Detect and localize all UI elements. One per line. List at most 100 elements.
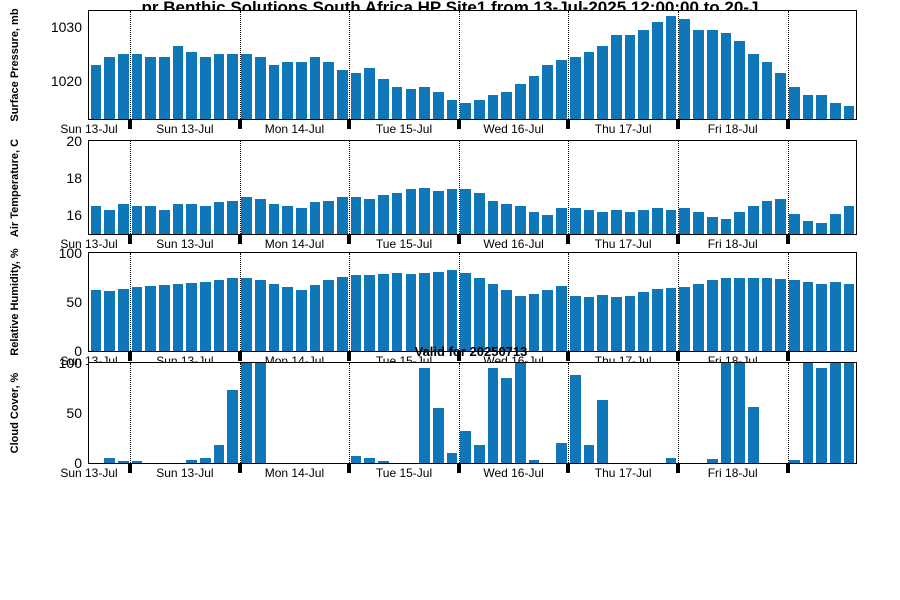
- bar: [830, 363, 841, 463]
- bar: [583, 297, 595, 351]
- bar: [556, 443, 567, 463]
- day-boundary-gridline: [458, 363, 460, 463]
- x-tick-label: Thu 17-Jul: [594, 122, 652, 136]
- x-tick-mark: [237, 120, 242, 129]
- y-tick-label: 18: [66, 170, 82, 187]
- bar: [501, 92, 513, 119]
- y-tick-label: 20: [66, 133, 82, 149]
- cloud-cover-panel: Cloud Cover, % 0 50 100 Sun 13-Jul Sun 13-Ju…: [9, 355, 857, 480]
- bar: [337, 70, 348, 119]
- bar: [391, 272, 403, 351]
- valid-date-annotation: Valid for 20250713: [414, 344, 528, 359]
- bar: [556, 286, 567, 351]
- bar: [652, 289, 663, 351]
- x-tick-label: Mon 14-Jul: [264, 466, 325, 480]
- bar: [830, 213, 841, 234]
- bar: [720, 32, 732, 119]
- bar: [501, 290, 513, 351]
- bar: [227, 200, 239, 234]
- bar: [186, 204, 198, 234]
- bar: [337, 196, 348, 234]
- bar: [542, 290, 554, 351]
- bar: [350, 196, 362, 234]
- bar: [843, 206, 855, 234]
- bar: [830, 102, 841, 119]
- bar: [638, 209, 650, 234]
- bar: [460, 431, 471, 463]
- bar: [350, 73, 362, 119]
- bar: [665, 209, 677, 234]
- bar: [816, 284, 828, 351]
- bar: [487, 200, 499, 234]
- bar: [446, 189, 458, 234]
- x-tick-label: Tue 15-Jul: [375, 122, 433, 136]
- bar: [131, 206, 143, 234]
- day-boundary-gridline: [349, 11, 351, 119]
- bar: [597, 295, 608, 351]
- bar: [419, 272, 430, 351]
- bar: [528, 211, 540, 234]
- x-tick-mark: [347, 120, 352, 129]
- bar: [104, 291, 115, 351]
- bar: [515, 206, 526, 234]
- y-axis-label: Air Temperature, C: [9, 138, 21, 237]
- bar: [569, 207, 581, 234]
- bar: [556, 207, 567, 234]
- plot-area: 0 50 100 Sun 13-Jul Sun 13-Jul Mon 14-Jul Tue …: [59, 355, 856, 480]
- bar: [364, 67, 376, 119]
- day-boundary-gridline: [130, 363, 132, 463]
- x-tick-mark: [675, 120, 680, 129]
- bar: [200, 282, 211, 351]
- y-tick-label: 50: [66, 294, 82, 310]
- bar: [515, 83, 526, 119]
- x-tick-label: Fri 18-Jul: [707, 122, 758, 136]
- bar: [556, 59, 567, 119]
- bar: [419, 368, 430, 463]
- bar: [200, 458, 211, 463]
- x-tick-mark: [456, 120, 461, 129]
- relative-humidity-panel: Relative Humidity, % 0 50 100 Sun 13-Jul Sun…: [9, 245, 857, 368]
- plot-area: 0 50 100 Sun 13-Jul Sun 13-Jul Mon 14-Jul Tue …: [59, 245, 856, 368]
- bar: [282, 62, 293, 119]
- bar: [610, 35, 622, 119]
- day-boundary-gridline: [239, 141, 241, 234]
- bar: [172, 284, 184, 351]
- bar: [131, 461, 143, 463]
- bar: [747, 206, 759, 234]
- bar: [528, 294, 540, 351]
- bar: [254, 280, 266, 351]
- day-boundary-gridline: [677, 141, 679, 234]
- y-tick-label: 1030: [50, 19, 82, 36]
- x-tick-label: Fri 18-Jul: [707, 466, 758, 480]
- bar: [761, 200, 773, 234]
- bar: [652, 207, 663, 234]
- bar: [419, 187, 430, 234]
- bar: [337, 276, 348, 351]
- bar: [528, 460, 540, 463]
- bar: [254, 56, 266, 119]
- bar: [213, 280, 225, 351]
- bar: [172, 204, 184, 234]
- bar: [775, 73, 786, 119]
- bar: [241, 196, 252, 234]
- y-axis-label: Surface Pressure, mb: [9, 8, 21, 122]
- bar: [282, 206, 293, 234]
- bar: [624, 296, 636, 351]
- day-boundary-gridline: [677, 11, 679, 119]
- bar: [460, 272, 471, 351]
- y-tick-label: 100: [58, 245, 82, 261]
- day-boundary-gridline: [787, 253, 789, 351]
- bar: [583, 209, 595, 234]
- bar: [597, 46, 608, 119]
- x-tick-label: Wed 16-Jul: [483, 466, 544, 480]
- x-tick-label: Sun 13-Jul: [60, 466, 118, 480]
- bar: [117, 289, 129, 351]
- bar: [597, 400, 608, 463]
- bar: [542, 65, 554, 119]
- x-tick-label: Tue 15-Jul: [375, 237, 433, 251]
- day-boundary-gridline: [458, 253, 460, 351]
- bar: [474, 100, 485, 119]
- bar: [597, 211, 608, 234]
- x-tick-mark: [675, 235, 680, 244]
